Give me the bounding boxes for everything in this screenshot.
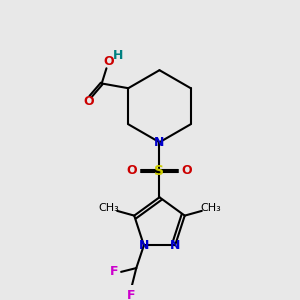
Text: O: O xyxy=(103,55,114,68)
Text: F: F xyxy=(110,266,119,278)
Text: S: S xyxy=(154,164,164,178)
Text: O: O xyxy=(182,164,192,177)
Text: O: O xyxy=(127,164,137,177)
Text: N: N xyxy=(170,239,180,252)
Text: O: O xyxy=(83,95,94,108)
Text: H: H xyxy=(113,49,123,62)
Text: CH₃: CH₃ xyxy=(200,203,221,213)
Text: N: N xyxy=(139,239,149,252)
Text: N: N xyxy=(154,136,165,149)
Text: CH₃: CH₃ xyxy=(98,203,119,213)
Text: F: F xyxy=(127,289,136,300)
